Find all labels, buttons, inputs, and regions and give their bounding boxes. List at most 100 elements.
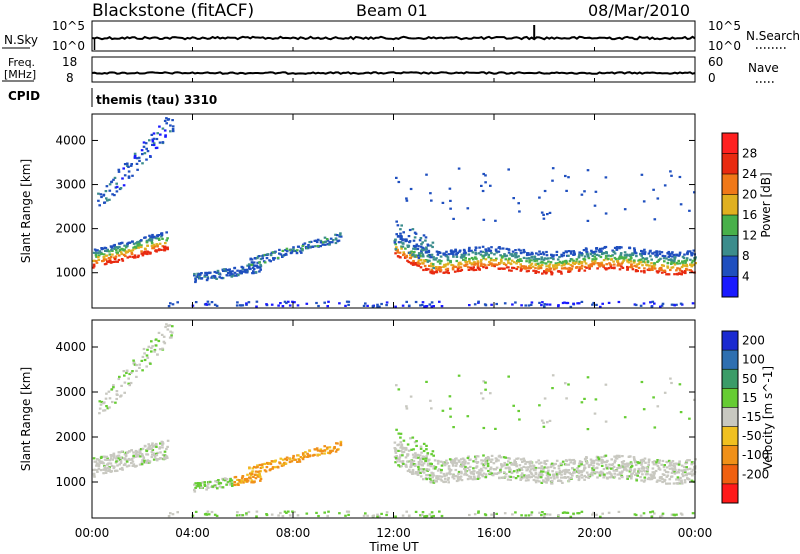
scatter-cell bbox=[530, 511, 534, 514]
scatter-cell bbox=[97, 463, 101, 466]
scatter-cell bbox=[481, 250, 485, 253]
scatter-cell bbox=[670, 381, 673, 385]
scatter-cell bbox=[555, 473, 559, 476]
scatter-cell bbox=[152, 454, 156, 457]
scatter-cell bbox=[604, 454, 608, 457]
scatter-cell bbox=[482, 380, 485, 383]
scatter-cell bbox=[366, 514, 369, 517]
scatter-cell bbox=[155, 458, 158, 461]
scatter-cell bbox=[525, 270, 529, 273]
scatter-cell bbox=[540, 470, 543, 473]
scatter-cell bbox=[643, 248, 646, 251]
scatter-cell bbox=[518, 210, 521, 213]
scatter-cell bbox=[461, 255, 465, 258]
scatter-cell bbox=[594, 250, 598, 253]
scatter-cell bbox=[322, 241, 325, 244]
scatter-cell bbox=[213, 270, 217, 274]
scatter-cell bbox=[430, 253, 434, 256]
station-title: Blackstone (fitACF) bbox=[92, 1, 254, 21]
scatter-cell bbox=[119, 460, 123, 463]
scatter-cell bbox=[439, 255, 443, 258]
scatter-cell bbox=[683, 479, 687, 482]
scatter-cell bbox=[611, 249, 614, 252]
scatter-cell bbox=[273, 251, 276, 254]
scatter-cell bbox=[148, 444, 151, 447]
scatter-cell bbox=[640, 470, 643, 473]
scatter-cell bbox=[670, 174, 673, 177]
scatter-cell bbox=[196, 272, 199, 275]
scatter-cell bbox=[522, 256, 526, 259]
scatter-cell bbox=[259, 475, 262, 478]
scatter-cell bbox=[294, 249, 298, 253]
scatter-cell bbox=[453, 459, 457, 462]
scatter-cell bbox=[117, 377, 121, 381]
scatter-cell bbox=[427, 459, 430, 462]
scatter-cell bbox=[529, 464, 532, 467]
scatter-cell bbox=[103, 465, 107, 468]
scatter-cell bbox=[338, 233, 342, 237]
scatter-cell bbox=[687, 472, 691, 475]
scatter-cell bbox=[230, 482, 234, 485]
scatter-cell bbox=[676, 482, 679, 485]
scatter-cell bbox=[285, 456, 289, 459]
scatter-cell bbox=[547, 270, 551, 273]
scatter-cell bbox=[466, 207, 470, 210]
scatter-cell bbox=[133, 363, 137, 366]
scatter-cell bbox=[142, 141, 146, 144]
scatter-cell bbox=[320, 452, 324, 455]
scatter-cell bbox=[555, 471, 558, 474]
scatter-cell bbox=[530, 468, 533, 471]
scatter-cell bbox=[525, 476, 529, 479]
scatter-cell bbox=[419, 266, 423, 269]
scatter-cell bbox=[230, 275, 234, 278]
scatter-cell bbox=[470, 262, 473, 265]
scatter-cell bbox=[533, 255, 537, 258]
scatter-cell bbox=[505, 266, 509, 269]
scatter-cell bbox=[583, 260, 586, 263]
scatter-cell bbox=[630, 475, 633, 478]
scatter-cell bbox=[405, 407, 409, 410]
scatter-cell bbox=[575, 258, 579, 261]
power-colorbar-label: Power [dB] bbox=[759, 172, 773, 237]
scatter-cell bbox=[431, 476, 434, 479]
scatter-cell bbox=[249, 474, 253, 477]
scatter-cell bbox=[405, 254, 408, 257]
scatter-cell bbox=[653, 512, 656, 515]
scatter-cell bbox=[479, 471, 482, 474]
scatter-cell bbox=[435, 271, 439, 274]
scatter-cell bbox=[595, 513, 598, 516]
scatter-cell bbox=[627, 455, 631, 458]
scatter-cell bbox=[171, 128, 175, 131]
scatter-cell bbox=[288, 460, 292, 464]
scatter-cell bbox=[397, 180, 401, 184]
scatter-cell bbox=[646, 469, 649, 472]
scatter-cell bbox=[594, 257, 598, 260]
scatter-cell bbox=[459, 478, 462, 481]
scatter-cell bbox=[632, 259, 636, 262]
scatter-cell bbox=[546, 479, 550, 482]
colorbar-tick-label: -15 bbox=[742, 410, 762, 424]
scatter-cell bbox=[314, 245, 317, 248]
scatter-cell bbox=[480, 459, 483, 462]
scatter-cell bbox=[164, 325, 167, 329]
scatter-cell bbox=[127, 241, 130, 244]
scatter-cell bbox=[421, 249, 425, 252]
scatter-cell bbox=[563, 471, 567, 475]
scatter-cell bbox=[115, 190, 119, 193]
scatter-cell bbox=[515, 256, 519, 259]
scatter-cell bbox=[573, 462, 576, 465]
scatter-cell bbox=[507, 168, 510, 171]
scatter-cell bbox=[527, 514, 531, 517]
scatter-cell bbox=[487, 248, 491, 251]
freq-trace bbox=[91, 71, 696, 75]
scatter-cell bbox=[421, 261, 424, 264]
nave-tick-top: 60 bbox=[708, 55, 723, 69]
scatter-cell bbox=[665, 460, 668, 463]
scatter-cell bbox=[518, 418, 521, 421]
scatter-cell bbox=[427, 473, 430, 477]
scatter-cell bbox=[663, 480, 666, 483]
scatter-cell bbox=[397, 388, 401, 391]
scatter-cell bbox=[658, 250, 661, 253]
scatter-cell bbox=[396, 444, 399, 447]
scatter-cell bbox=[394, 305, 397, 308]
